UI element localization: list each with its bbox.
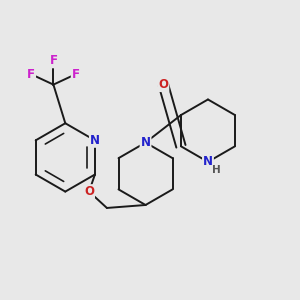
Text: F: F <box>50 54 57 67</box>
Text: N: N <box>90 134 100 147</box>
Text: O: O <box>158 78 168 91</box>
Text: F: F <box>27 68 35 81</box>
Text: N: N <box>140 136 151 149</box>
Text: N: N <box>203 155 213 168</box>
Text: F: F <box>72 68 80 81</box>
Text: O: O <box>84 185 94 198</box>
Text: H: H <box>212 165 221 175</box>
